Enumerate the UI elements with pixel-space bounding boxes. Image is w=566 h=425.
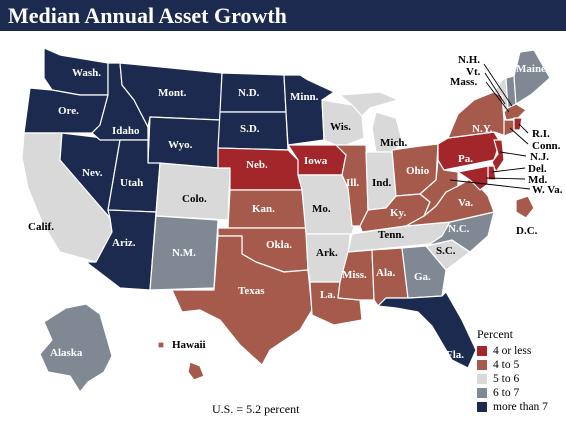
label-wa: Wash. <box>72 67 101 79</box>
label-or: Ore. <box>58 105 79 117</box>
label-ca: Calif. <box>28 221 54 233</box>
label-ar: Ark. <box>316 247 338 259</box>
label-ny: N.Y. <box>472 123 493 135</box>
label-ct: Conn. <box>532 140 561 152</box>
label-nv: Nev. <box>82 167 103 179</box>
label-il: Ill. <box>346 177 359 189</box>
title-bar: Median Annual Asset Growth <box>0 0 566 31</box>
legend-item: 6 to 7 <box>477 386 548 400</box>
legend-swatch <box>477 374 487 384</box>
state-tx[interactable] <box>171 235 313 366</box>
state-mi[interactable] <box>339 91 399 117</box>
label-la: La. <box>320 289 336 301</box>
label-md: Md. <box>528 174 548 186</box>
legend-label: more than 7 <box>493 401 548 413</box>
label-sc: S.C. <box>436 245 456 257</box>
label-az: Ariz. <box>112 237 136 249</box>
label-de: Del. <box>528 163 547 175</box>
label-me: Maine <box>516 63 546 75</box>
state-hi-small[interactable] <box>157 341 165 349</box>
label-wi: Wis. <box>330 121 351 133</box>
legend-item: 4 or less <box>477 344 548 358</box>
legend-label: 5 to 6 <box>493 373 520 385</box>
label-tx: Texas <box>238 285 265 297</box>
label-nj: N.J. <box>530 151 549 163</box>
label-nh: N.H. <box>458 54 480 66</box>
state-me[interactable] <box>513 49 551 105</box>
label-ak: Alaska <box>50 347 83 359</box>
legend-swatch <box>477 346 487 356</box>
legend-label: 4 to 5 <box>493 359 520 371</box>
legend-title: Percent <box>477 327 513 341</box>
legend-item: more than 7 <box>477 400 548 414</box>
label-nc: N.C. <box>448 223 470 235</box>
state-ri[interactable] <box>513 117 523 131</box>
label-ok: Okla. <box>266 239 292 251</box>
label-nd: N.D. <box>238 87 260 99</box>
state-dc[interactable] <box>515 195 535 219</box>
label-in: Ind. <box>372 177 392 189</box>
legend-swatch <box>477 388 487 398</box>
label-dc: D.C. <box>516 225 538 237</box>
state-md[interactable] <box>457 165 489 191</box>
label-ne: Neb. <box>246 159 268 171</box>
state-hi[interactable] <box>187 361 205 381</box>
state-ak[interactable] <box>39 303 113 393</box>
legend-swatch <box>477 402 487 412</box>
label-ks: Kan. <box>252 203 275 215</box>
state-nj[interactable] <box>491 139 505 173</box>
label-sd: S.D. <box>240 123 260 135</box>
us-average-note: U.S. = 5.2 percent <box>212 402 300 416</box>
legend-label: 6 to 7 <box>493 387 520 399</box>
label-mt: Mont. <box>158 87 187 99</box>
label-nm: N.M. <box>172 247 196 259</box>
label-al: Ala. <box>376 267 396 279</box>
label-ri: R.I. <box>532 128 550 140</box>
label-fl: Fla. <box>446 349 464 361</box>
label-pa: Pa. <box>458 153 473 165</box>
label-wv: W. Va. <box>532 184 563 196</box>
us-states-map: Wash. Ore. Calif. Nev. Idaho Mont. Wyo. … <box>21 47 563 393</box>
label-mi: Mich. <box>380 137 407 149</box>
label-ky: Ky. <box>390 207 406 219</box>
state-co[interactable] <box>155 162 231 221</box>
state-ct[interactable] <box>503 119 515 137</box>
state-fl[interactable] <box>377 291 477 369</box>
label-ma: Mass. <box>450 76 477 88</box>
label-wy: Wyo. <box>168 139 193 151</box>
legend-item: 5 to 6 <box>477 372 548 386</box>
state-labels: Wash. Ore. Calif. Nev. Idaho Mont. Wyo. … <box>28 54 563 361</box>
label-ia: Iowa <box>304 155 328 167</box>
legend-label: 4 or less <box>493 345 532 357</box>
label-ms: Miss. <box>342 269 367 281</box>
state-nc[interactable] <box>425 211 495 253</box>
label-hi: Hawaii <box>172 339 206 351</box>
legend: Percent 4 or less 4 to 5 5 to 6 6 to 7 m… <box>477 327 548 414</box>
label-tn: Tenn. <box>378 229 404 241</box>
label-id: Idaho <box>112 125 140 137</box>
label-oh: Ohio <box>406 165 430 177</box>
label-va: Va. <box>458 197 473 209</box>
label-mo: Mo. <box>312 203 331 215</box>
label-ut: Utah <box>120 177 143 189</box>
legend-item: 4 to 5 <box>477 358 548 372</box>
legend-swatch <box>477 360 487 370</box>
label-co: Colo. <box>182 193 207 205</box>
label-vt: Vt. <box>466 66 481 78</box>
label-ga: Ga. <box>414 271 431 283</box>
label-leaders <box>449 63 531 190</box>
map-title: Median Annual Asset Growth <box>8 3 287 28</box>
label-mn: Minn. <box>290 91 319 103</box>
